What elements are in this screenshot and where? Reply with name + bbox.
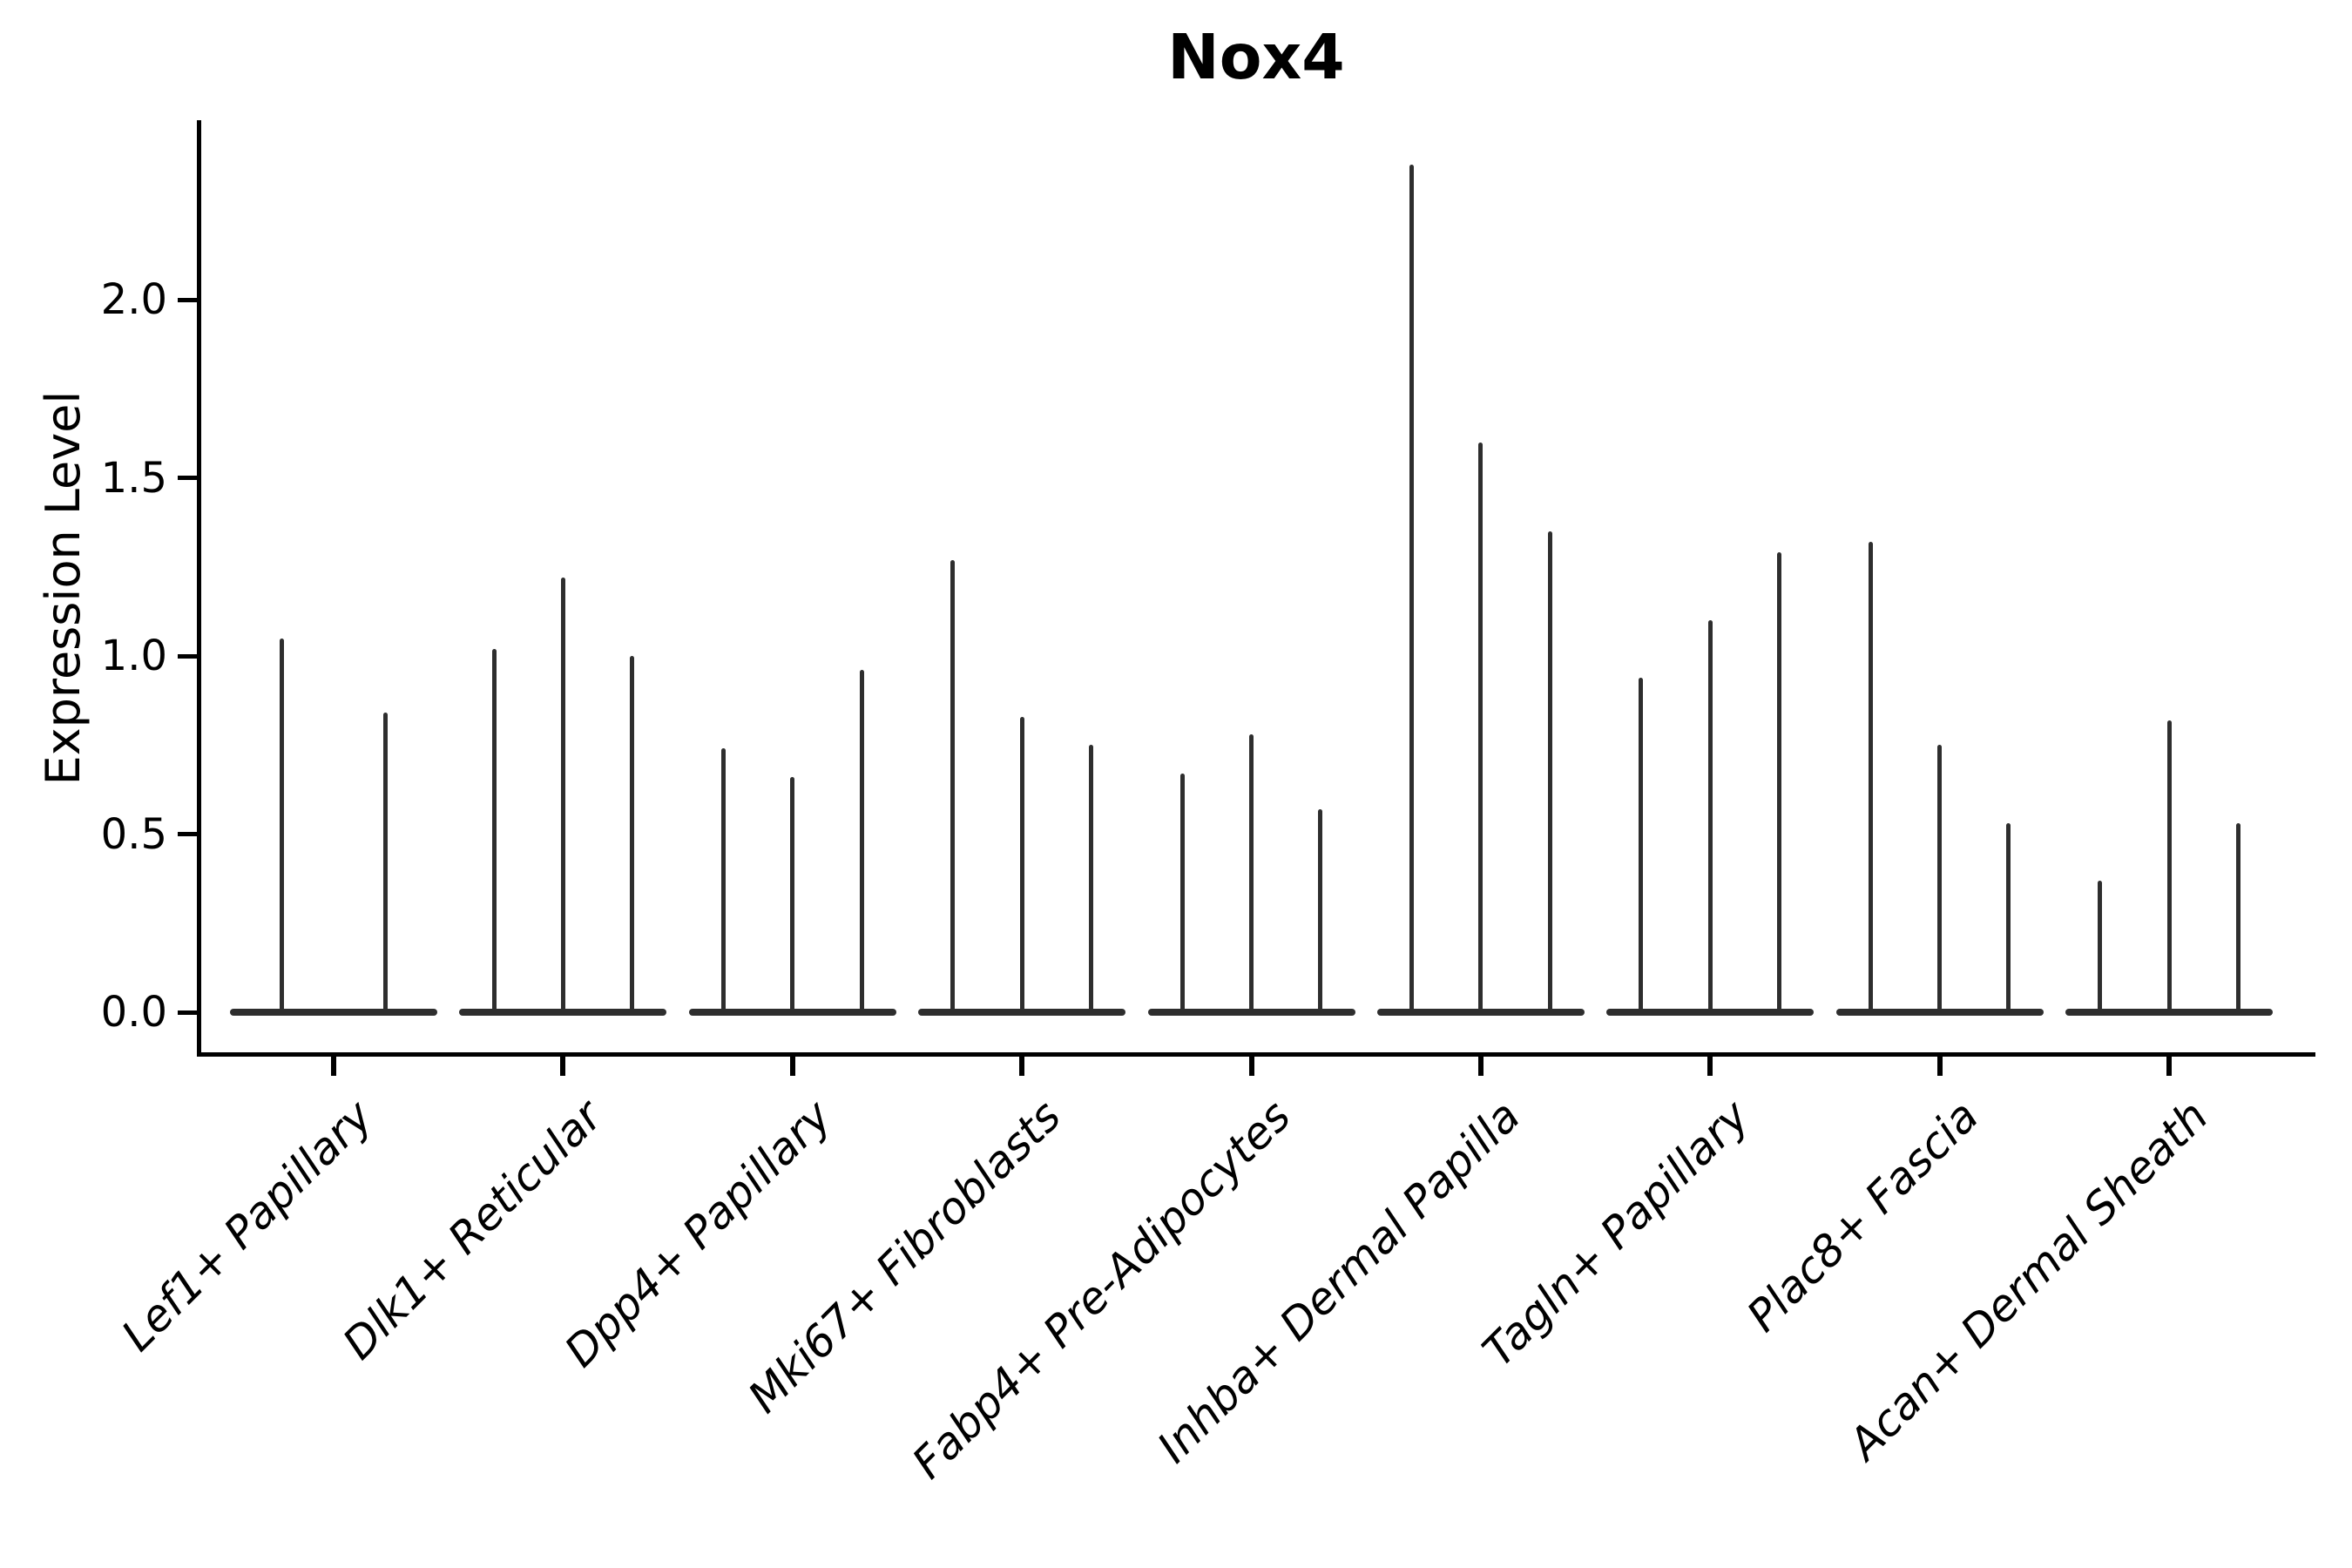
y-axis-spine	[197, 120, 201, 1057]
violin-spike	[1179, 773, 1185, 1012]
y-tick-label: 0.5	[100, 809, 167, 859]
x-tick-label: Fabp4+ Pre-Adipocytes	[902, 1091, 1301, 1489]
violin-spike	[2166, 720, 2172, 1012]
x-tick-mark	[1019, 1057, 1025, 1076]
violin-zero-baseline	[688, 1009, 896, 1016]
x-tick-label: Inhba+ Dermal Papilla	[1147, 1091, 1530, 1473]
violin-zero-baseline	[1147, 1009, 1355, 1016]
violin-spike	[1318, 808, 1323, 1012]
y-tick-label: 0.0	[100, 988, 167, 1037]
x-axis-spine	[197, 1052, 2315, 1057]
violin-spike	[280, 638, 284, 1012]
x-tick-mark	[1936, 1057, 1943, 1076]
x-tick-mark	[2166, 1057, 2172, 1076]
violin-spike	[1409, 164, 1415, 1012]
x-tick-label: Lef1+ Papillary	[112, 1091, 383, 1362]
violin-zero-baseline	[1835, 1009, 2044, 1016]
violin-spike	[1777, 552, 1782, 1012]
violin-zero-baseline	[459, 1009, 667, 1016]
y-tick-mark	[178, 297, 197, 302]
violin-spike	[1019, 716, 1024, 1012]
violin-spike	[950, 559, 956, 1012]
x-tick-label: Plac8+ Fascia	[1737, 1091, 1989, 1342]
x-tick-mark	[1707, 1057, 1713, 1076]
y-tick-mark	[178, 653, 197, 659]
violin-spike	[2235, 823, 2240, 1012]
x-tick-mark	[331, 1057, 336, 1076]
violin-zero-baseline	[1606, 1009, 1815, 1016]
plot-title: Nox4	[1167, 21, 1345, 93]
x-tick-mark	[560, 1057, 566, 1076]
violin-spike	[1707, 620, 1713, 1012]
y-tick-mark	[178, 476, 197, 480]
violin-spike	[720, 748, 726, 1012]
violin-spike	[2098, 880, 2103, 1012]
y-tick-mark	[178, 1010, 197, 1015]
violin-zero-baseline	[918, 1009, 1126, 1016]
y-tick-label: 1.0	[100, 632, 167, 680]
violin-spike	[1547, 531, 1552, 1012]
violin-spike	[859, 670, 864, 1012]
violin-spike	[1868, 542, 1873, 1012]
violin-spike	[1937, 745, 1943, 1012]
y-tick-mark	[178, 832, 197, 836]
violin-spike	[491, 648, 497, 1012]
x-tick-mark	[1248, 1057, 1254, 1076]
violin-zero-baseline	[1376, 1009, 1585, 1016]
x-tick-mark	[789, 1057, 795, 1076]
violin-spike	[560, 578, 565, 1012]
violin-zero-baseline	[2065, 1009, 2273, 1016]
violin-spike	[1088, 745, 1093, 1012]
violin-spike	[790, 777, 795, 1012]
y-tick-label: 1.5	[100, 453, 167, 503]
violin-spike	[1639, 677, 1644, 1012]
x-tick-mark	[1477, 1057, 1484, 1076]
violin-spike	[630, 656, 635, 1012]
violin-spike	[1478, 442, 1484, 1012]
violin-spike	[1249, 733, 1254, 1012]
violin-spike	[383, 713, 388, 1012]
y-tick-label: 2.0	[100, 275, 167, 324]
violin-zero-baseline	[230, 1009, 437, 1016]
violin-spike	[2006, 823, 2011, 1012]
